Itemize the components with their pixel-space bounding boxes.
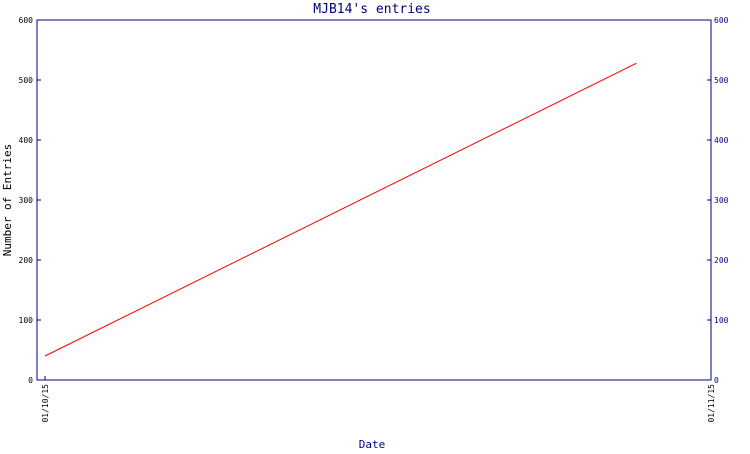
y-tick-label-left: 400 — [19, 136, 34, 145]
x-tick-label: 01/10/15 — [41, 384, 50, 423]
y-tick-label-right: 200 — [714, 256, 729, 265]
y-tick-label-right: 300 — [714, 196, 729, 205]
y-tick-label-left: 500 — [19, 76, 34, 85]
y-tick-label-left: 300 — [19, 196, 34, 205]
series-line — [44, 62, 637, 357]
y-tick-label-left: 200 — [19, 256, 34, 265]
x-tick-label: 01/11/15 — [707, 384, 716, 423]
y-tick-label-right: 0 — [714, 376, 719, 385]
x-axis-label: Date — [359, 438, 386, 450]
y-tick-label-left: 0 — [28, 376, 33, 385]
y-tick-label-left: 100 — [19, 316, 34, 325]
chart-title: MJB14's entries — [313, 2, 430, 17]
y-tick-label-right: 100 — [714, 316, 729, 325]
plot-area: 0 0 100 100 200 200 300 300 400 400 500 500 600 600 01… — [19, 16, 729, 423]
y-tick-label-left: 600 — [19, 16, 34, 25]
y-tick-label-right: 500 — [714, 76, 729, 85]
y-tick-label-right: 600 — [714, 16, 729, 25]
y-tick-label-right: 400 — [714, 136, 729, 145]
y-axis-label: Number of Entries — [1, 144, 14, 257]
